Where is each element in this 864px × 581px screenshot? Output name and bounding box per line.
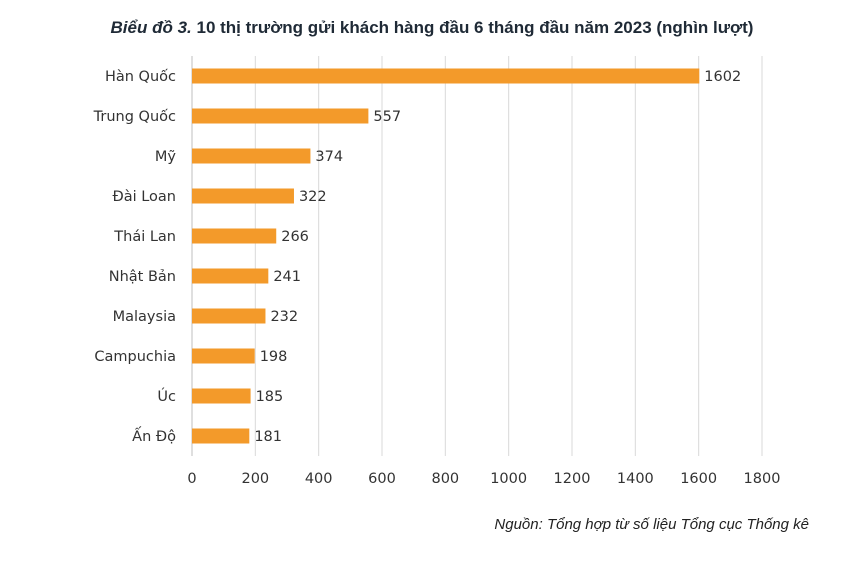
- bar: [192, 428, 250, 444]
- bar: [192, 268, 269, 284]
- category-label: Malaysia: [113, 309, 176, 325]
- chart-title-text: 10 thị trường gửi khách hàng đầu 6 tháng…: [196, 18, 754, 37]
- x-tick-label: 1800: [744, 471, 781, 487]
- data-label: 241: [273, 269, 301, 285]
- bar: [192, 108, 369, 124]
- x-tick-label: 400: [305, 471, 333, 487]
- category-label: Hàn Quốc: [105, 68, 176, 85]
- bar: [192, 148, 311, 164]
- x-tick-label: 800: [431, 471, 459, 487]
- x-tick-label: 1000: [490, 471, 527, 487]
- data-label: 374: [315, 149, 343, 165]
- category-label: Mỹ: [155, 149, 177, 165]
- source-note: Nguồn: Tổng hợp từ số liệu Tổng cục Thốn…: [494, 516, 809, 533]
- bar: [192, 348, 255, 364]
- bar: [192, 388, 251, 404]
- bar: [192, 68, 700, 84]
- category-label: Úc: [157, 387, 176, 405]
- category-label: Campuchia: [94, 349, 176, 365]
- data-label: 232: [270, 309, 298, 325]
- data-label: 557: [373, 109, 401, 125]
- data-label: 185: [256, 389, 284, 405]
- data-label: 266: [281, 229, 309, 245]
- x-tick-label: 600: [368, 471, 396, 487]
- data-label: 181: [254, 429, 282, 445]
- x-tick-label: 200: [241, 471, 269, 487]
- category-label: Trung Quốc: [93, 108, 176, 125]
- data-label: 198: [260, 349, 288, 365]
- x-tick-label: 0: [187, 471, 196, 487]
- x-tick-label: 1600: [680, 471, 717, 487]
- category-label: Thái Lan: [113, 229, 176, 245]
- category-label: Đài Loan: [112, 189, 176, 205]
- category-label: Nhật Bản: [109, 269, 176, 285]
- chart-title-prefix: Biểu đồ 3.: [110, 18, 192, 37]
- bar: [192, 308, 266, 324]
- bar: [192, 188, 294, 204]
- category-label: Ấn Độ: [132, 426, 176, 445]
- x-tick-label: 1200: [554, 471, 591, 487]
- chart-title: Biểu đồ 3. 10 thị trường gửi khách hàng …: [0, 18, 864, 38]
- x-tick-label: 1400: [617, 471, 654, 487]
- data-label: 322: [299, 189, 327, 205]
- data-label: 1602: [704, 69, 741, 85]
- bar: [192, 228, 277, 244]
